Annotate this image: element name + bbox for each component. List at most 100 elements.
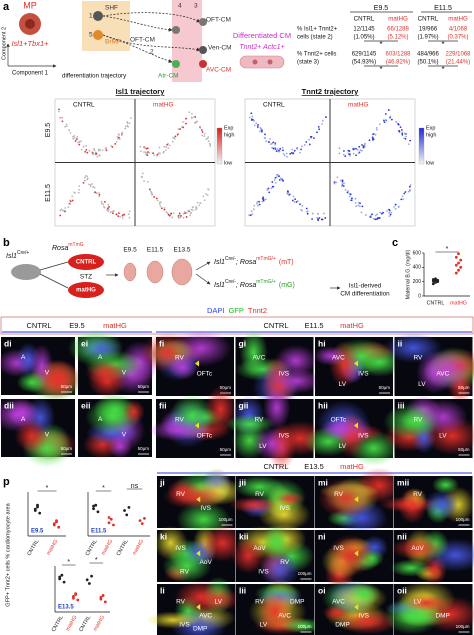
cell-dot [362,145,365,147]
label: 50μm [220,447,232,452]
label: li [160,585,165,595]
label: * [46,485,49,492]
cell-dot [203,199,206,202]
label: Isl1 trajectory [116,87,166,96]
label: oi [318,585,326,595]
cell-dot [65,123,68,126]
cell-dot [84,150,87,153]
cell-dot [207,136,210,138]
cell-dot [256,126,259,128]
label: RV [255,491,265,498]
label: a [3,1,10,13]
cell-dot [72,137,75,140]
stain [404,594,449,612]
cell-dot [61,120,64,123]
cell-dot [349,193,352,196]
cell-dot [160,207,163,210]
label-part: Cre/- [225,256,236,262]
cell-dot [146,147,149,150]
label: AVC [252,354,265,361]
cell-dot [121,131,124,134]
label: RV [413,491,423,498]
cell-dot [275,150,278,152]
cell-dot [356,149,359,151]
cell-dot [311,218,314,220]
cell-dot [103,205,105,208]
label-part: mTmG/+ [256,279,276,285]
cell-dot [165,211,168,213]
stain [148,419,208,441]
label: LV [339,443,347,450]
label: iii [398,400,405,410]
cell-dot [349,154,351,157]
cell-dot [126,122,129,124]
label: ns [131,483,139,490]
cell-dot [251,213,254,216]
cell-dot [286,155,288,158]
cell-dot [75,138,78,140]
cell-dot [355,147,357,150]
cell-dot [384,119,387,121]
label: (5.12%) [387,35,408,41]
label: E11.5 [304,321,323,330]
cell-dot [159,205,162,208]
cell-dot [399,126,402,129]
label: RV [180,568,190,575]
cell-dot [388,209,391,212]
label: * [102,485,105,492]
label: 5 [89,32,93,39]
cell-dot [209,143,212,146]
cell-dot [384,113,387,115]
cell-dot [111,146,114,148]
label: DMP [335,622,349,629]
label: (1.97%) [417,35,438,41]
label: CNTRL [26,539,40,557]
cell-dot [112,212,114,215]
cell-dot [112,210,115,213]
cell-dot [344,189,347,191]
label-part: Tnnt2 [248,306,267,315]
cell-dot [64,207,67,209]
label: STZ [80,274,92,281]
cell-dot [98,193,101,196]
label: 100μm [298,571,312,576]
cell-dot [173,137,176,140]
cell-dot [341,179,344,182]
data-point [457,252,460,256]
label: matHG [348,102,369,109]
cell-dot [266,189,269,191]
data-point [62,580,66,584]
label: LV [414,599,422,606]
arrowhead [354,422,358,429]
label: fii [159,400,167,410]
stain [225,414,275,434]
label: matHG [448,16,468,23]
cell-dot [271,181,274,183]
label: DMP [435,612,449,619]
cell-dot [94,151,97,154]
cell-dot [59,209,62,212]
data-point [123,509,126,512]
cell-dot [146,154,149,157]
data-point [109,517,113,521]
cell-dot [73,192,76,194]
label: mii [397,477,409,487]
cell-dot [193,116,195,118]
cell-dot [204,132,206,135]
cell-dot [121,217,124,219]
cell-dot [368,139,371,142]
cell-dot [250,119,253,121]
label: IVS [200,505,211,512]
cell-dot [265,140,268,143]
data-point [434,277,437,281]
data-point [143,517,146,520]
label: Tnnt2 trajectory [302,87,360,96]
cell-dot [400,198,403,201]
label: V [122,432,127,439]
cell-dot [160,201,162,204]
data-point [55,519,58,522]
label: CNTRL [418,16,439,23]
label: E9.5 [123,247,137,254]
label: BrMP [105,39,121,46]
cell-dot [258,203,261,206]
